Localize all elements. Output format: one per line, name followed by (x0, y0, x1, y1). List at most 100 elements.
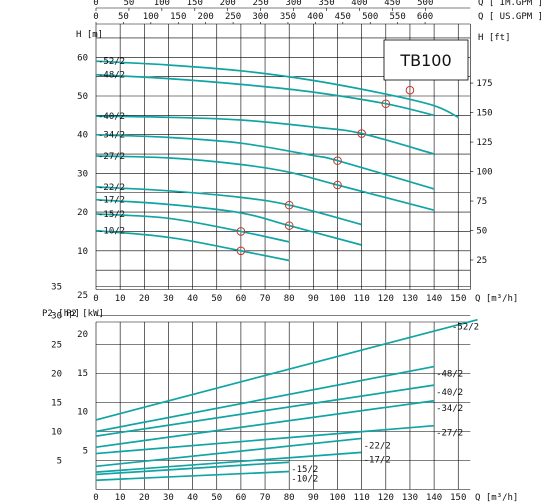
power-curve-label: -15/2 (291, 465, 318, 475)
bep-marker (357, 129, 366, 138)
power-q-tick-label: 10 (115, 493, 126, 503)
power-hp-tick-label: 5 (57, 457, 62, 467)
us-gpm-tick-label: 550 (390, 12, 406, 22)
bep-marker (405, 85, 415, 95)
bep-marker (236, 246, 246, 256)
head-curve--52-2 (95, 60, 459, 119)
us-gpm-tick-label: 150 (170, 12, 186, 22)
power-hp-tick-label: 30 (51, 312, 62, 322)
us-gpm-tick-label: 0 (93, 12, 98, 22)
head-curve-label: -22/2 (98, 183, 125, 193)
power-curve--27-2 (95, 424, 435, 455)
head-curve--15-2 (95, 213, 290, 243)
head-ft-tick-label: 150 (476, 109, 492, 119)
power-curve--40-2 (95, 384, 435, 437)
head-q-tick-label: 20 (139, 294, 150, 304)
power-curve-label: -34/2 (436, 404, 463, 414)
head-q-tick-label: 30 (163, 294, 174, 304)
bep-marker (284, 200, 294, 210)
head-curve--27-2 (95, 155, 435, 212)
us-gpm-tick-label: 600 (417, 12, 433, 22)
head-m-tick-label: 30 (77, 169, 88, 179)
power-kw-tick-label: 10 (77, 408, 88, 418)
head-curve--34-2 (95, 133, 435, 190)
power-curve--17-2 (95, 451, 362, 473)
power-curve--15-2 (95, 461, 290, 476)
power-curve--34-2 (95, 399, 435, 449)
im-gpm-tick-label: 100 (154, 0, 170, 8)
bep-marker (381, 99, 391, 109)
im-gpm-tick-label: 50 (124, 0, 135, 8)
bep-marker (333, 180, 342, 190)
im-gpm-tick-label: 150 (187, 0, 203, 8)
power-q-axis-label: Q [m³/h] (475, 493, 518, 503)
us-gpm-tick-label: 50 (118, 12, 129, 22)
head-m-tick-label: 50 (77, 92, 88, 102)
head-curve-label: -27/2 (98, 152, 125, 162)
us-gpm-tick-label: 300 (252, 12, 268, 22)
us-gpm-tick-label: 400 (307, 12, 323, 22)
head-curve--40-2 (95, 115, 435, 155)
power-q-tick-label: 20 (139, 493, 150, 503)
power-kw-tick-label: 20 (77, 330, 88, 340)
head-curve--22-2 (95, 186, 362, 226)
head-m-axis-label: H [m] (76, 30, 103, 40)
power-q-tick-label: 120 (378, 493, 394, 503)
curves (95, 60, 478, 482)
head-q-tick-label: 110 (354, 294, 370, 304)
head-curve-label: -15/2 (98, 210, 125, 220)
head-q-tick-label: 50 (211, 294, 222, 304)
head-ft-axis-label: H [ft] (478, 33, 511, 43)
head-ft-tick-label: 100 (476, 168, 492, 178)
head-m-tick-label: 10 (77, 247, 88, 257)
power-q-tick-label: 110 (354, 493, 370, 503)
power-curve-label: -27/2 (436, 429, 463, 439)
power-curve--52-2 (95, 318, 478, 421)
power-q-tick-label: 50 (211, 493, 222, 503)
im-gpm-tick-label: 350 (318, 0, 334, 8)
power-q-tick-label: 150 (450, 493, 466, 503)
im-gpm-tick-label: 400 (351, 0, 367, 8)
im-gpm-tick-label: 200 (220, 0, 236, 8)
us-gpm-tick-label: 250 (225, 12, 241, 22)
head-curve-label: -40/2 (98, 112, 125, 122)
head-q-tick-label: 90 (308, 294, 319, 304)
us-gpm-tick-label: 450 (335, 12, 351, 22)
im-gpm-tick-label: 250 (253, 0, 269, 8)
im-gpm-tick-label: 500 (417, 0, 433, 8)
power-q-tick-label: 90 (308, 493, 319, 503)
im-gpm-tick-label: 450 (384, 0, 400, 8)
power-hp-tick-label: 20 (51, 370, 62, 380)
head-curve-label: -10/2 (98, 227, 125, 237)
model-name: TB100 (399, 51, 451, 70)
us-gpm-tick-label: 350 (280, 12, 296, 22)
power-q-tick-label: 40 (187, 493, 198, 503)
im-gpm-label: Q [ IM.GPM ] (478, 0, 543, 8)
power-hp-tick-label: 35 (51, 283, 62, 293)
power-hp-tick-label: 25 (51, 341, 62, 351)
head-ft-tick-label: 50 (476, 227, 487, 237)
head-q-tick-label: 120 (378, 294, 394, 304)
head-q-tick-label: 80 (284, 294, 295, 304)
head-q-tick-label: 130 (402, 294, 418, 304)
head-q-tick-label: 40 (187, 294, 198, 304)
power-curve-label: -10/2 (291, 475, 318, 485)
power-curve--48-2 (95, 365, 435, 433)
power-kw-axis-label: P2 [kW] (66, 309, 104, 319)
im-gpm-tick-label: 300 (285, 0, 301, 8)
power-q-tick-label: 140 (426, 493, 442, 503)
power-q-tick-label: 0 (93, 493, 98, 503)
head-q-axis-label: Q [m³/h] (475, 294, 518, 304)
power-curve--10-2 (95, 470, 290, 482)
head-m-tick-label: 60 (77, 53, 88, 63)
bep-marker (333, 156, 342, 165)
head-curve-label: -17/2 (98, 196, 125, 206)
power-kw-tick-label: 25 (77, 291, 88, 301)
power-q-tick-label: 30 (163, 493, 174, 503)
head-q-tick-label: 150 (450, 294, 466, 304)
head-q-tick-label: 10 (115, 294, 126, 304)
head-q-tick-label: 100 (329, 294, 345, 304)
